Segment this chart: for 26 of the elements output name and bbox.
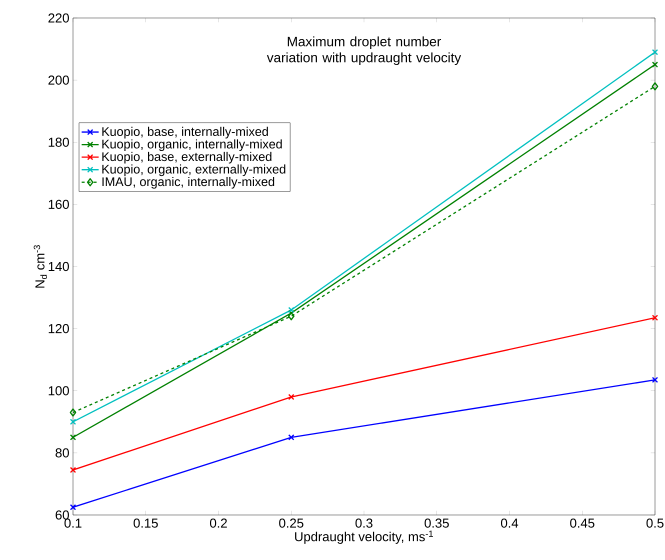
x-tick-label: 0.2 <box>210 518 227 528</box>
y-tick-label: 100 <box>48 386 69 396</box>
y-tick-label: 140 <box>48 262 69 272</box>
x-axis-title: Updraught velocity, ms$^{-1}$ <box>295 530 433 544</box>
y-tick-label: 160 <box>48 200 69 209</box>
x-tick-label: 0.15 <box>134 518 158 528</box>
x-tick-label: 0.1 <box>64 518 82 528</box>
x-tick-label: 0.5 <box>646 518 664 528</box>
y-axis-title: N$_{d}$ cm$^{-3}$ <box>34 245 47 288</box>
y-tick-label: 220 <box>48 13 69 23</box>
y-tick-label: 180 <box>48 138 69 147</box>
x-tick-label: 0.3 <box>355 518 372 528</box>
x-tick-label: 0.45 <box>570 518 594 528</box>
legend-label: Kuopio, organic, externally-mixed <box>102 164 286 176</box>
legend-label: Kuopio, base, externally-mixed <box>102 152 272 164</box>
x-tick-label: 0.4 <box>500 518 518 528</box>
y-tick-label: 80 <box>56 448 69 458</box>
y-tick-label: 200 <box>48 76 69 85</box>
text: Maximum droplet number variation with updraught velocity <box>266 36 462 66</box>
y-tick-label: 60 <box>56 510 69 520</box>
x-tick-label: 0.35 <box>424 518 449 528</box>
legend-label: Kuopio, organic, internally-mixed <box>102 139 282 151</box>
y-tick-label: 120 <box>48 324 69 334</box>
legend-label: IMAU, organic, internally-mixed <box>102 176 274 189</box>
legend-label: Kuopio, base, internally-mixed <box>102 126 268 138</box>
x-tick-label: 0.25 <box>279 518 304 528</box>
